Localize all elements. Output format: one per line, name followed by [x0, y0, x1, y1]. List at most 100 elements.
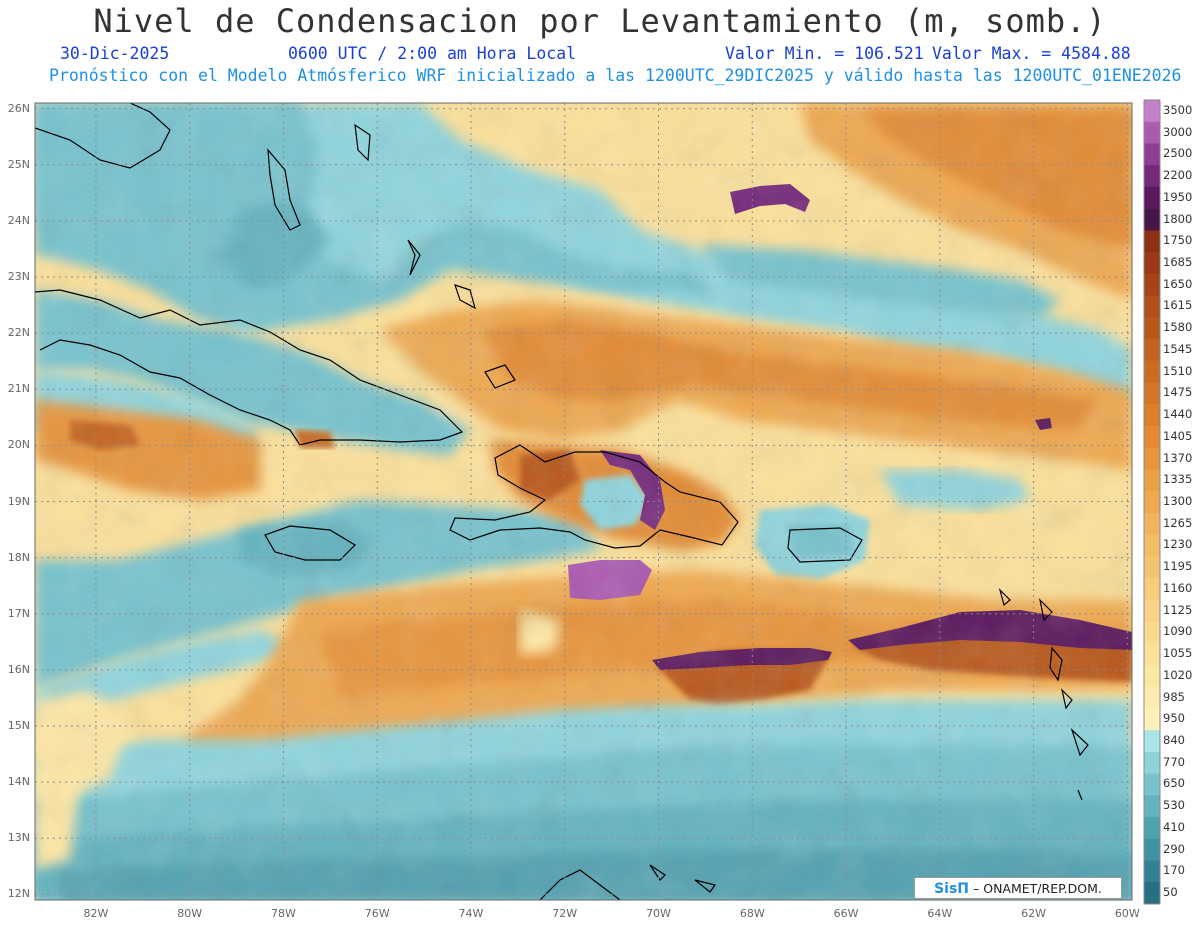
- lat-label: 18N: [7, 550, 30, 564]
- colorbar-label: 1800: [1163, 211, 1193, 226]
- colorbar-swatch: [1144, 252, 1160, 275]
- colorbar-label: 3500: [1163, 102, 1193, 117]
- colorbar-label: 1370: [1163, 450, 1193, 465]
- colorbar-swatch: [1144, 556, 1160, 579]
- lon-label: 72W: [552, 907, 578, 920]
- map-frame: [34, 102, 1133, 901]
- lcl-field: [35, 103, 1132, 900]
- colorbar-swatch: [1144, 730, 1160, 753]
- lon-label: 80W: [177, 907, 203, 920]
- colorbar: [1143, 99, 1161, 905]
- colorbar-label: 1510: [1163, 363, 1193, 378]
- colorbar-swatch: [1144, 860, 1160, 883]
- colorbar-swatch: [1144, 208, 1160, 231]
- max-value: Valor Max. = 4584.88: [932, 44, 1131, 63]
- lat-label: 13N: [7, 831, 30, 845]
- colorbar-label: 290: [1163, 841, 1185, 856]
- colorbar-swatch: [1144, 882, 1160, 905]
- colorbar-swatch: [1144, 230, 1160, 253]
- colorbar-swatch: [1144, 317, 1160, 340]
- colorbar-swatch: [1144, 643, 1160, 666]
- lat-label: 14N: [7, 775, 30, 789]
- colorbar-swatch: [1144, 165, 1160, 188]
- lat-lon-grid: [35, 103, 1132, 900]
- colorbar-label: 1125: [1163, 602, 1193, 617]
- credit-text: – ONAMET/REP.DOM.: [973, 881, 1102, 896]
- colorbar-swatch: [1144, 578, 1160, 601]
- colorbar-swatch: [1144, 295, 1160, 318]
- lat-label: 17N: [7, 606, 30, 620]
- colorbar-label: 1580: [1163, 320, 1193, 335]
- colorbar-swatch: [1144, 621, 1160, 644]
- min-value: Valor Min. = 106.521: [725, 44, 924, 63]
- colorbar-label: 650: [1163, 776, 1185, 791]
- lon-label: 70W: [646, 907, 671, 920]
- colorbar-swatch: [1144, 491, 1160, 514]
- colorbar-label: 1545: [1163, 341, 1193, 356]
- forecast-time: 0600 UTC / 2:00 am Hora Local: [288, 44, 577, 63]
- lat-label: 16N: [7, 662, 30, 676]
- colorbar-swatch: [1144, 708, 1160, 731]
- forecast-info: Pronóstico con el Modelo Atmósferico WRF…: [49, 66, 1182, 85]
- colorbar-label: 1950: [1163, 189, 1193, 204]
- colorbar-label: 1750: [1163, 233, 1193, 248]
- page-title: Nivel de Condensacion por Levantamiento …: [93, 2, 1107, 40]
- lon-label: 68W: [739, 907, 765, 920]
- sispi-logo: SisΠ: [934, 881, 970, 897]
- colorbar-label: 50: [1163, 885, 1178, 900]
- colorbar-label: 1195: [1163, 559, 1193, 574]
- colorbar-swatch: [1144, 447, 1160, 470]
- colorbar-label: 950: [1163, 711, 1185, 726]
- colorbar-label: 1405: [1163, 428, 1193, 443]
- lon-label: 76W: [364, 907, 390, 920]
- colorbar-label: 1265: [1163, 515, 1193, 530]
- colorbar-swatch: [1144, 382, 1160, 405]
- lon-label: 64W: [927, 907, 953, 920]
- colorbar-swatch: [1144, 599, 1160, 623]
- colorbar-swatch: [1144, 143, 1160, 166]
- lon-label: 66W: [833, 907, 859, 920]
- lat-label: 26N: [7, 101, 30, 115]
- colorbar-swatch: [1144, 534, 1160, 557]
- colorbar-label: 2500: [1163, 146, 1193, 161]
- colorbar-swatch: [1144, 838, 1160, 862]
- colorbar-label: 410: [1163, 819, 1185, 834]
- colorbar-label: 1055: [1163, 646, 1193, 661]
- colorbar-label: 1615: [1163, 298, 1193, 313]
- lat-label: 19N: [7, 494, 30, 508]
- lat-label: 25N: [7, 157, 30, 171]
- colorbar-label: 1090: [1163, 624, 1193, 639]
- colorbar-swatch: [1144, 469, 1160, 492]
- colorbar-swatch: [1144, 773, 1160, 796]
- forecast-date: 30-Dic-2025: [60, 44, 170, 63]
- colorbar-swatch: [1144, 751, 1160, 775]
- colorbar-label: 2200: [1163, 168, 1193, 183]
- colorbar-swatch: [1144, 273, 1160, 297]
- colorbar-label: 1650: [1163, 276, 1193, 291]
- lat-label: 23N: [7, 269, 30, 283]
- colorbar-label: 1335: [1163, 472, 1193, 487]
- colorbar-label: 1020: [1163, 667, 1193, 682]
- colorbar-label: 1300: [1163, 494, 1193, 508]
- colorbar-swatch: [1144, 100, 1160, 123]
- colorbar-swatch: [1144, 360, 1160, 383]
- credit-box: SisΠ – ONAMET/REP.DOM.: [914, 877, 1122, 899]
- lon-label: 78W: [271, 907, 296, 920]
- lon-label: 60W: [1114, 907, 1140, 920]
- colorbar-label: 3000: [1163, 124, 1193, 139]
- colorbar-label: 1230: [1163, 537, 1193, 552]
- colorbar-swatch: [1144, 817, 1160, 840]
- colorbar-label: 1160: [1163, 580, 1193, 595]
- colorbar-swatch: [1144, 404, 1160, 427]
- lat-label: 20N: [7, 438, 30, 452]
- lon-label: 62W: [1021, 907, 1046, 920]
- colorbar-swatch: [1144, 425, 1160, 449]
- colorbar-label: 985: [1163, 689, 1185, 704]
- colorbar-label: 1440: [1163, 407, 1193, 422]
- colorbar-label: 840: [1163, 733, 1185, 748]
- colorbar-label: 530: [1163, 798, 1185, 813]
- colorbar-swatch: [1144, 186, 1160, 210]
- colorbar-swatch: [1144, 121, 1160, 144]
- colorbar-label: 170: [1163, 863, 1185, 878]
